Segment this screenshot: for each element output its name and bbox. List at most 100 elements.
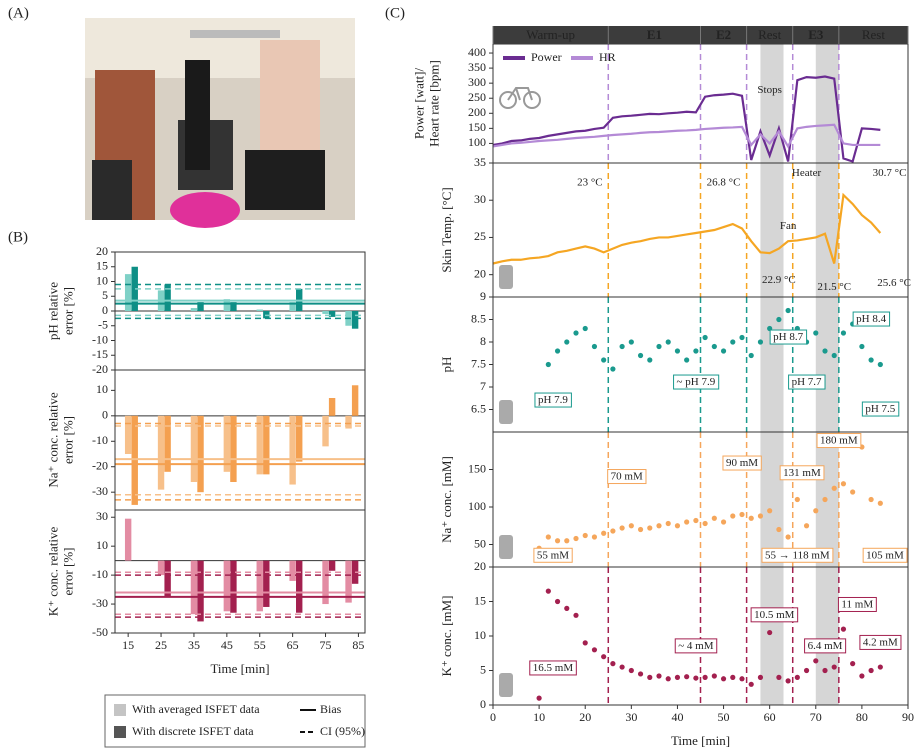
rest-band <box>760 44 783 163</box>
y-axis-label: Power [watt]/ <box>411 68 426 140</box>
point <box>869 497 874 502</box>
y-tick-label: -10 <box>92 433 108 447</box>
sensor-icon <box>499 673 513 697</box>
x-tick-label: 70 <box>810 710 822 724</box>
x-tick-label: 0 <box>490 710 496 724</box>
point <box>555 599 560 604</box>
point <box>684 519 689 524</box>
point <box>703 675 708 680</box>
y-axis-label: Na⁺ conc. relative <box>45 392 60 488</box>
point <box>656 673 661 678</box>
legend-label: CI (95%) <box>320 724 365 738</box>
y-axis-label: error [%] <box>60 287 75 335</box>
point <box>684 357 689 362</box>
y-tick-label: -30 <box>92 484 108 498</box>
point <box>693 675 698 680</box>
point <box>684 674 689 679</box>
point <box>592 647 597 652</box>
point <box>850 661 855 666</box>
x-tick-label: 10 <box>533 710 545 724</box>
point <box>813 508 818 513</box>
bar <box>257 561 263 612</box>
legend-label: With discrete ISFET data <box>132 724 254 738</box>
legend-label: Bias <box>320 702 342 716</box>
rest-band <box>816 297 839 432</box>
y-tick-label: -20 <box>92 362 108 376</box>
y-tick-label: 0 <box>480 697 486 711</box>
annotation: ~ 4 mM <box>678 640 714 652</box>
annotation: 22.9 °C <box>762 274 796 286</box>
annotation: 105 mM <box>866 549 904 561</box>
y-tick-label: 350 <box>468 60 486 74</box>
y-tick-label: 150 <box>468 461 486 475</box>
annotation: 6.4 mM <box>808 640 843 652</box>
y-axis-label: K⁺ conc. relative <box>45 527 60 617</box>
y-tick-label: 30 <box>474 192 486 206</box>
point <box>869 357 874 362</box>
point <box>546 589 551 594</box>
point <box>841 330 846 335</box>
point <box>647 675 652 680</box>
y-tick-label: -20 <box>92 458 108 472</box>
x-tick-label: 30 <box>625 710 637 724</box>
annotation: 23 °C <box>577 177 603 189</box>
bar <box>263 416 269 475</box>
bar <box>322 416 328 447</box>
annotation: pH 7.5 <box>865 403 895 415</box>
annotation: 16.5 mM <box>533 662 574 674</box>
y-tick-label: 10 <box>96 273 108 287</box>
point <box>786 678 791 683</box>
point <box>730 513 735 518</box>
y-tick-label: -50 <box>92 625 108 639</box>
bar <box>329 561 335 571</box>
phase-label: Rest <box>758 27 782 42</box>
annotation: pH 7.9 <box>538 394 568 406</box>
annotation: pH 7.7 <box>792 376 822 388</box>
point <box>739 512 744 517</box>
point <box>629 668 634 673</box>
y-tick-label: 300 <box>468 75 486 89</box>
point <box>656 344 661 349</box>
bar <box>322 311 328 314</box>
point <box>647 357 652 362</box>
point <box>776 317 781 322</box>
bar <box>257 310 263 311</box>
point <box>859 673 864 678</box>
point <box>583 640 588 645</box>
rest-band <box>816 163 839 297</box>
point <box>666 521 671 526</box>
y-tick-label: 15 <box>96 259 108 273</box>
annotation: 90 mM <box>726 457 758 469</box>
point <box>564 538 569 543</box>
y-tick-label: 9 <box>480 289 486 303</box>
point <box>822 348 827 353</box>
page: (A) (B) (C) -20-15-10-505101520pH relati… <box>0 0 919 755</box>
y-axis-label: pH <box>439 357 454 373</box>
bar <box>132 416 138 505</box>
bar <box>164 561 170 597</box>
annotation: Stops <box>757 84 781 96</box>
y-tick-label: 10 <box>96 382 108 396</box>
bar <box>352 311 358 329</box>
point <box>629 523 634 528</box>
y-tick-label: 100 <box>468 135 486 149</box>
point <box>537 696 542 701</box>
panel-label: (A) <box>8 5 29 21</box>
bar <box>230 561 236 613</box>
annotation: 131 mM <box>783 467 821 479</box>
point <box>721 676 726 681</box>
point <box>693 518 698 523</box>
point <box>795 675 800 680</box>
annotation: 21.5 °C <box>817 281 851 293</box>
x-tick-label: 60 <box>764 710 776 724</box>
point <box>841 481 846 486</box>
point <box>804 668 809 673</box>
point <box>666 676 671 681</box>
point <box>546 534 551 539</box>
y-tick-label: -30 <box>92 596 108 610</box>
point <box>675 523 680 528</box>
y-tick-label: -15 <box>92 347 108 361</box>
point <box>841 627 846 632</box>
point <box>850 489 855 494</box>
point <box>592 534 597 539</box>
